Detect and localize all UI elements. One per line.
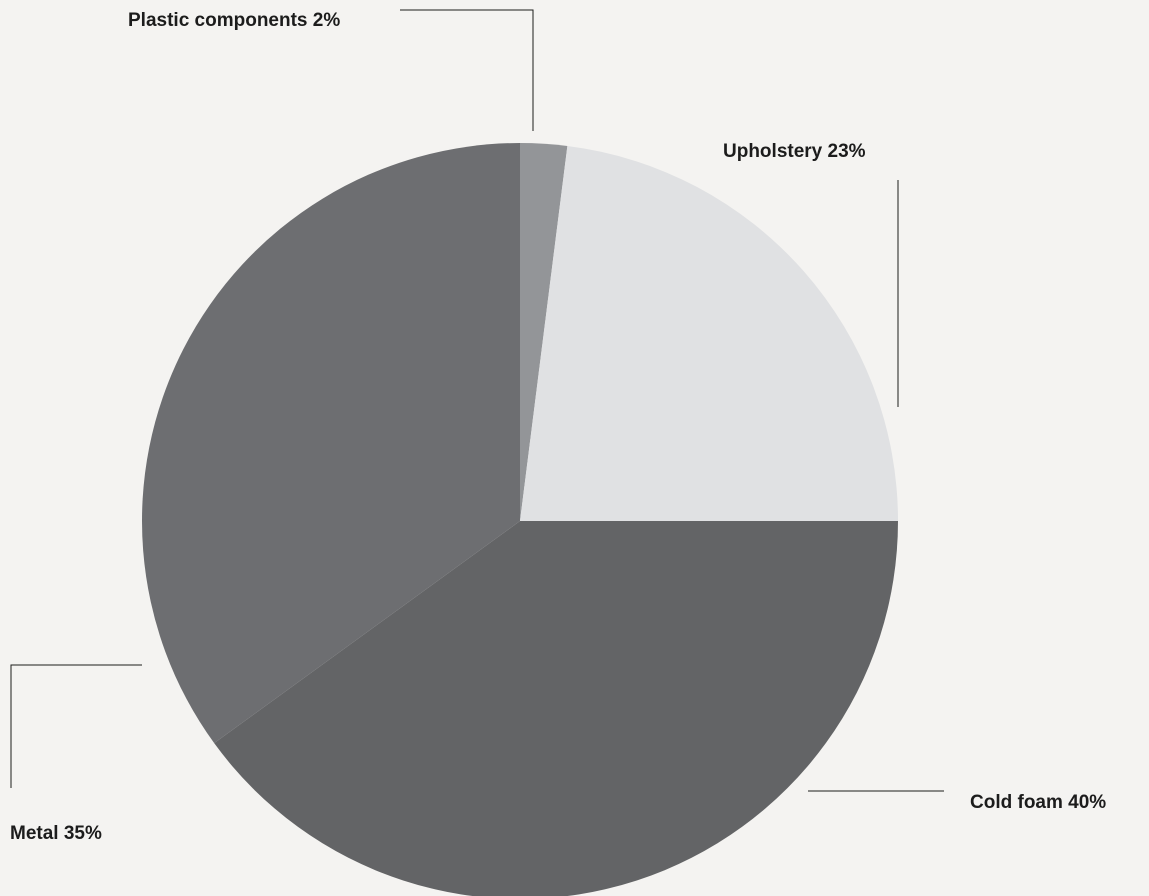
pie-slice-metal — [142, 143, 521, 744]
leader-lines — [10, 9, 944, 792]
slice-label-metal: Metal 35% — [10, 823, 102, 844]
pie-slice-upholstery — [520, 145, 898, 522]
pie-slice-plastic-components — [520, 143, 568, 521]
leader-line-metal — [10, 664, 142, 788]
slice-label-upholstery: Upholstery 23% — [723, 141, 866, 162]
slice-label-plastic-components: Plastic components 2% — [128, 10, 341, 31]
leader-line-plastic-components — [400, 9, 534, 131]
pie-slice-cold-foam — [214, 521, 898, 896]
slice-label-cold-foam: Cold foam 40% — [970, 792, 1107, 813]
pie-slices — [142, 143, 898, 896]
